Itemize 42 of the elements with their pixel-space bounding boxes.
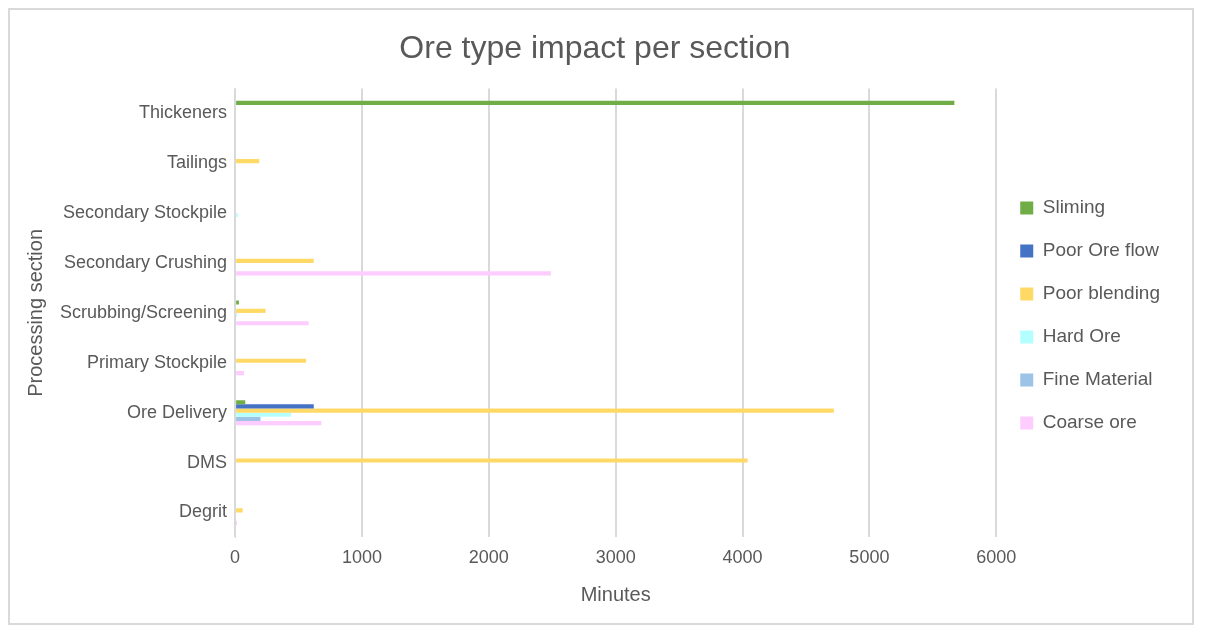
y-tick-label: Degrit (179, 501, 228, 522)
y-tick-label: Ore Delivery (127, 401, 228, 422)
bar (236, 408, 834, 413)
y-tick-label: Primary Stockpile (87, 351, 228, 372)
x-tick-label: 6000 (976, 547, 1017, 568)
x-tick-label: 5000 (849, 547, 890, 568)
y-tick-label: DMS (187, 451, 228, 472)
bar (236, 100, 955, 106)
bar (236, 400, 246, 405)
bar (236, 271, 551, 276)
bar (236, 321, 309, 326)
x-tick-label: 4000 (722, 547, 763, 568)
bar (236, 371, 244, 376)
y-axis-title: Processing section (23, 228, 46, 397)
x-tick-label: 3000 (595, 547, 636, 568)
x-tick-label: 2000 (468, 547, 509, 568)
y-tick-label: Thickeners (139, 102, 228, 123)
bar (236, 358, 307, 363)
legend-label: Hard Ore (1042, 325, 1121, 347)
x-axis-title: Minutes (580, 582, 651, 605)
legend-label: Coarse ore (1042, 411, 1137, 433)
legend-label: Fine Material (1042, 368, 1153, 390)
x-tick-label: 0 (230, 547, 241, 568)
legend-label: Poor Ore flow (1042, 239, 1160, 261)
x-tick-label: 1000 (341, 547, 382, 568)
bar (236, 404, 314, 409)
bar (236, 258, 314, 264)
legend-label: Poor blending (1042, 282, 1161, 304)
bar (236, 416, 261, 421)
y-tick-label: Secondary Crushing (64, 251, 228, 272)
chart-title: Ore type impact per section (399, 29, 791, 66)
bar (236, 159, 260, 164)
y-tick-label: Secondary Stockpile (63, 202, 228, 223)
bar (236, 300, 239, 305)
bar (236, 420, 322, 426)
legend-label: Sliming (1042, 196, 1106, 218)
y-tick-label: Scrubbing/Screening (60, 301, 228, 322)
bar (236, 308, 266, 313)
bar (236, 412, 291, 417)
y-tick-label: Tailings (167, 152, 228, 173)
bar (236, 508, 243, 513)
bar (236, 458, 748, 463)
